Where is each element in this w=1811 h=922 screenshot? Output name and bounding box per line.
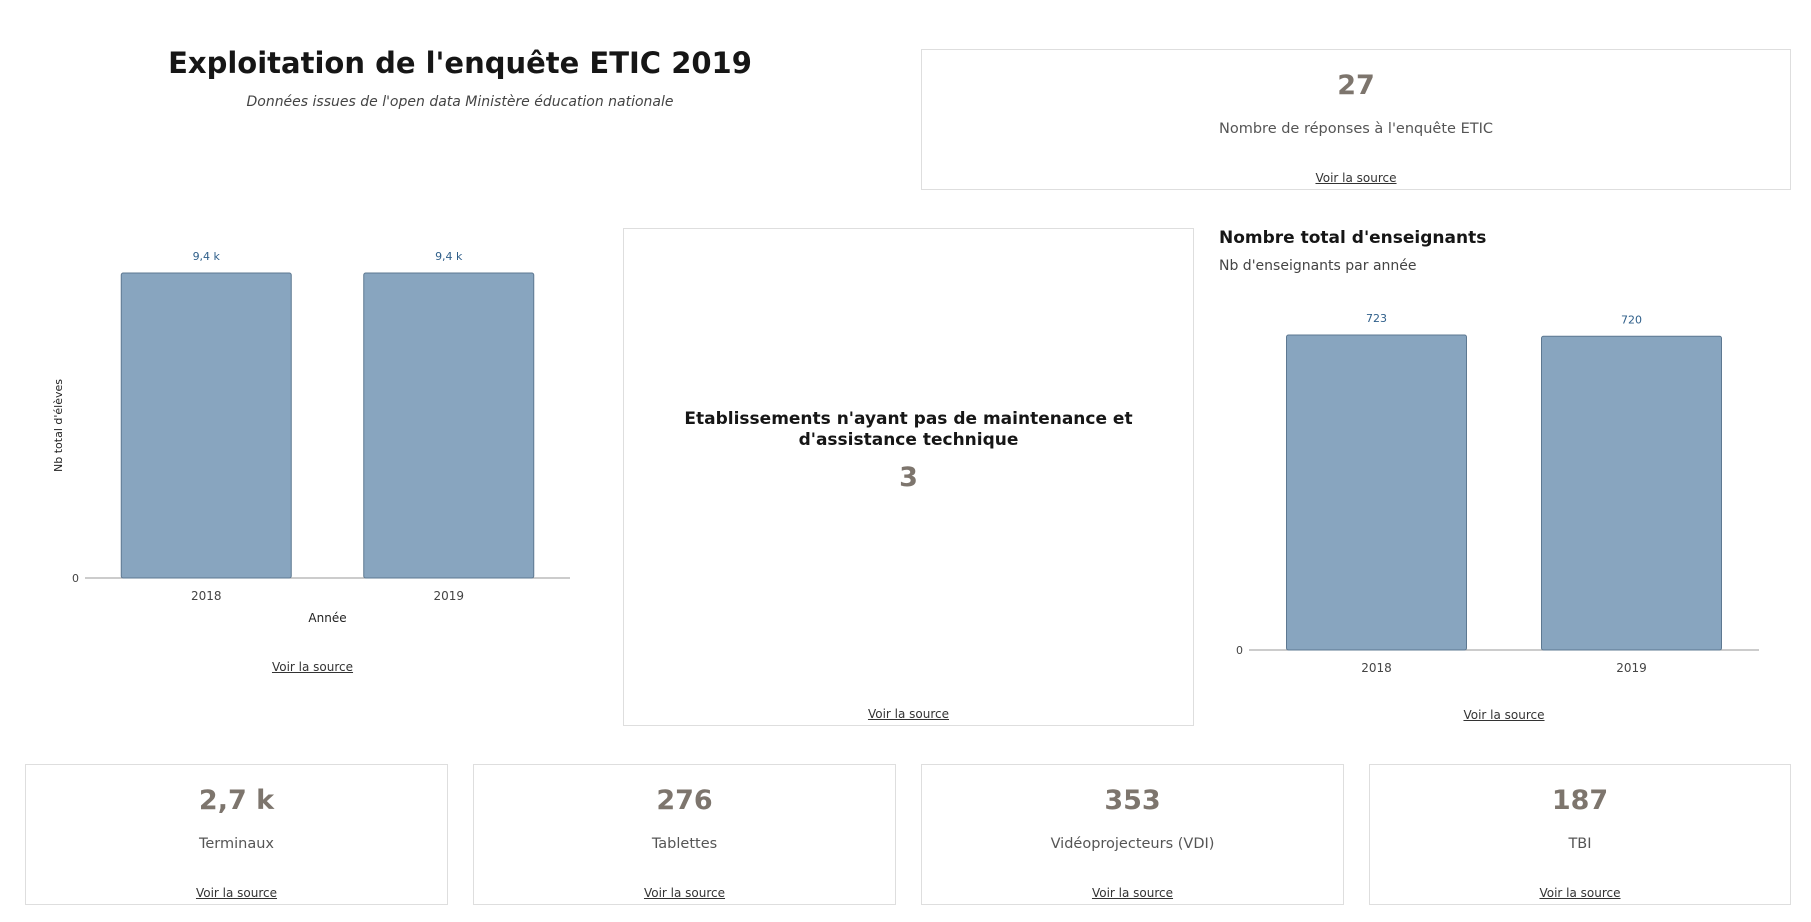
maintenance-title: Etablissements n'ayant pas de maintenanc… — [684, 409, 1133, 450]
x-axis-label: Année — [308, 611, 346, 625]
y-axis-label: Nb total d'élèves — [52, 379, 65, 472]
bar — [120, 272, 292, 579]
maintenance-value: 3 — [899, 462, 918, 493]
x-tick-label: 2018 — [191, 589, 222, 603]
data-label: 9,4 k — [435, 250, 463, 263]
source-link[interactable]: Voir la source — [1463, 708, 1545, 722]
kpi-card-terminals: 2,7 k Terminaux Voir la source — [25, 764, 448, 905]
teachers-chart-title: Nombre total d'enseignants — [1219, 228, 1487, 248]
chart-students: 0 9,4 k 2018 9,4 k 2019 Année Nb total d'élève… — [40, 235, 600, 635]
source-link[interactable]: Voir la source — [1539, 886, 1621, 900]
data-label: 723 — [1366, 312, 1387, 325]
kpi-value: 27 — [1337, 70, 1375, 101]
data-label: 9,4 k — [193, 250, 221, 263]
kpi-label: TBI — [1568, 836, 1592, 852]
maintenance-card: Etablissements n'ayant pas de maintenanc… — [623, 228, 1194, 726]
source-link[interactable]: Voir la source — [195, 886, 278, 900]
source-link[interactable]: Voir la source — [643, 886, 726, 900]
kpi-label: Tablettes — [651, 836, 718, 852]
kpi-card-tablets: 276 Tablettes Voir la source — [473, 764, 896, 905]
page-subtitle: Données issues de l'open data Ministère … — [246, 94, 674, 110]
data-label: 720 — [1621, 313, 1642, 326]
kpi-card-videoprojectors: 353 Vidéoprojecteurs (VDI) Voir la sourc… — [921, 764, 1344, 905]
kpi-value: 2,7 k — [198, 785, 275, 816]
bar — [1286, 334, 1467, 651]
teachers-chart-subtitle: Nb d'enseignants par année — [1219, 258, 1417, 274]
source-link[interactable]: Voir la source — [1091, 886, 1174, 900]
kpi-label: Terminaux — [198, 836, 275, 852]
x-tick-label: 2018 — [1361, 661, 1392, 675]
bar — [1541, 335, 1722, 651]
chart-teachers-svg: 0 723 2018 720 2019 — [1236, 312, 1759, 675]
kpi-card-responses: 27 Nombre de réponses à l'enquête ETIC V… — [921, 49, 1791, 190]
bar — [363, 272, 535, 579]
chart-students-svg: 0 9,4 k 2018 9,4 k 2019 Année Nb total d'élève… — [52, 250, 570, 625]
y-tick-label: 0 — [1236, 644, 1243, 657]
chart-teachers: 0 723 2018 720 2019 — [1219, 300, 1789, 690]
x-tick-label: 2019 — [1616, 661, 1647, 675]
kpi-value: 187 — [1551, 785, 1609, 816]
kpi-value: 353 — [1104, 785, 1161, 816]
y-tick-label: 0 — [72, 572, 79, 585]
kpi-card-tbi: 187 TBI Voir la source — [1369, 764, 1791, 905]
source-link[interactable]: Voir la source — [867, 707, 950, 721]
page-title: Exploitation de l'enquête ETIC 2019 — [168, 46, 752, 80]
kpi-value: 276 — [656, 785, 713, 816]
source-link[interactable]: Voir la source — [271, 660, 354, 674]
x-tick-label: 2019 — [433, 589, 464, 603]
kpi-label: Nombre de réponses à l'enquête ETIC — [1219, 121, 1493, 137]
source-link[interactable]: Voir la source — [1315, 171, 1397, 185]
kpi-label: Vidéoprojecteurs (VDI) — [1050, 836, 1215, 852]
